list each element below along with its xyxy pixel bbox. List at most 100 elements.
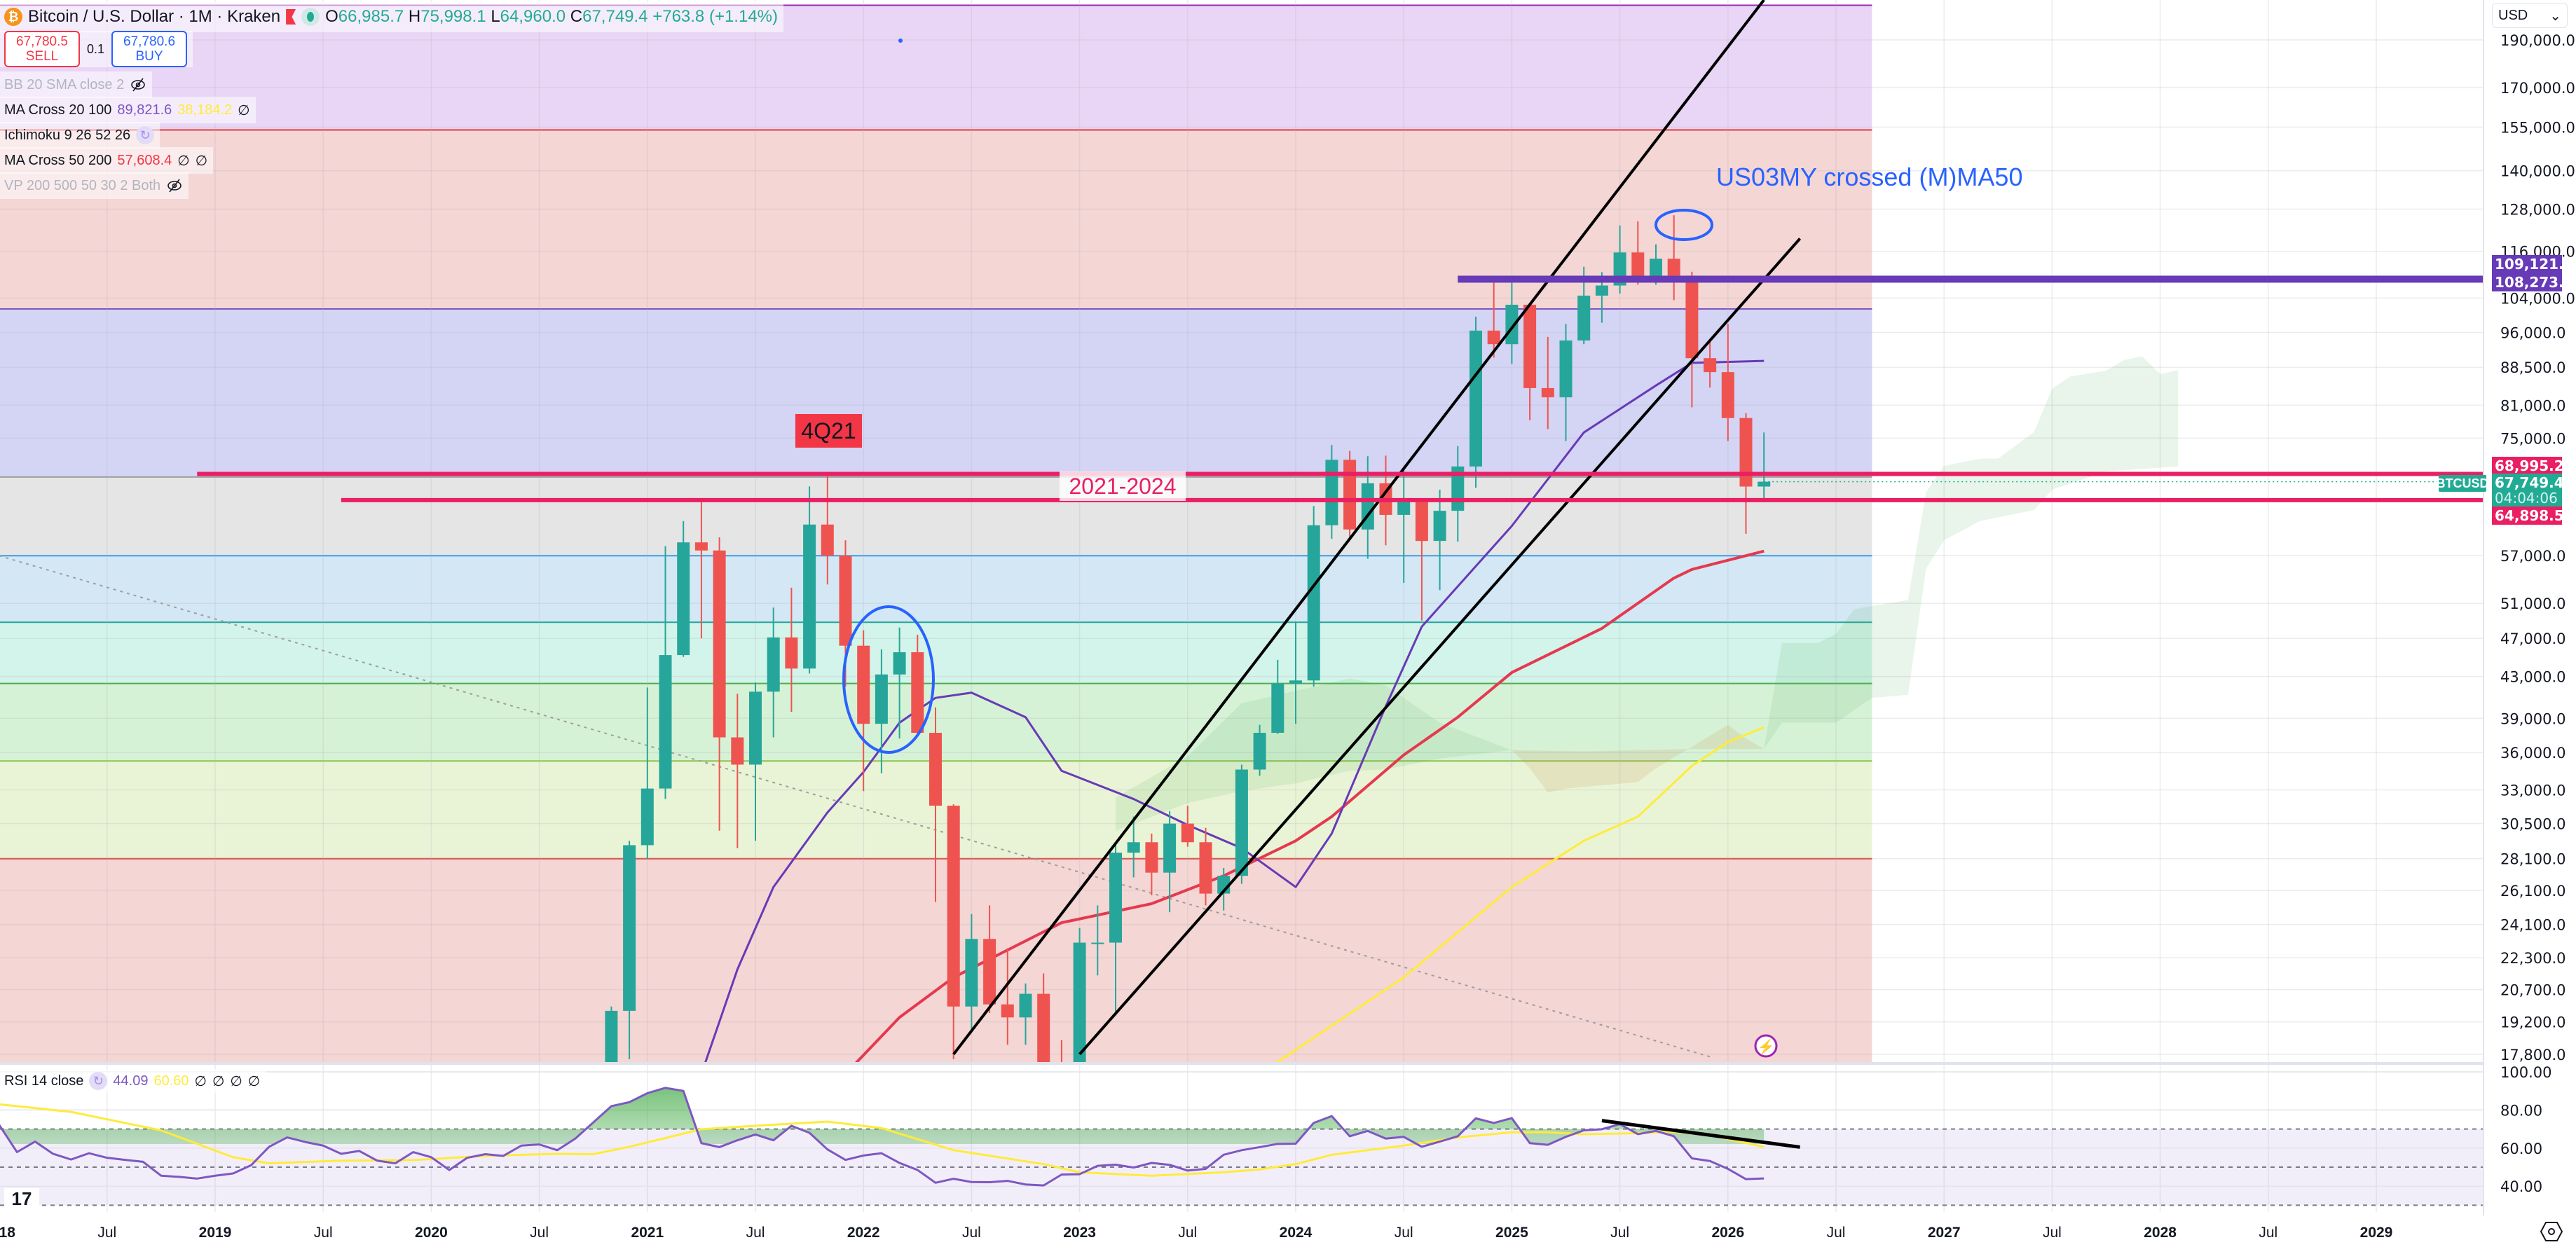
candle-body: [1199, 842, 1212, 894]
rsi-pane[interactable]: [0, 1065, 2484, 1212]
price-tick-label: 88,500.0: [2500, 359, 2566, 376]
candle-body: [911, 652, 924, 733]
annotation-note[interactable]: US03MY crossed (M)MA50: [1716, 163, 2023, 191]
candle-body: [713, 550, 726, 738]
symbol-header[interactable]: ₿ Bitcoin / U.S. Dollar · 1M · Kraken O 6…: [0, 1, 783, 32]
lightning-icon: ⚡: [1758, 1038, 1775, 1055]
time-tick-label: 2018: [0, 1225, 15, 1241]
annotation-4q21[interactable]: 4Q21: [795, 414, 862, 448]
candle-body: [1163, 823, 1177, 873]
price-tick-label: 47,000.0: [2500, 631, 2566, 647]
rsi-tick-label: 60.00: [2500, 1141, 2542, 1157]
settings-icon[interactable]: [2540, 1220, 2563, 1243]
price-axis-bg: [2483, 0, 2576, 1247]
rsi-ma-line: [0, 1103, 1765, 1177]
candle-body: [1577, 295, 1591, 341]
eye-off-icon[interactable]: [130, 76, 146, 93]
bitcoin-icon: ₿: [4, 8, 22, 26]
price-tick-label: 51,000.0: [2500, 595, 2566, 612]
time-axis: 2018 Jul 2019 Jul 2020 Jul 2021 Jul 2022 Jul 2023 J…: [0, 1225, 2392, 1241]
price-tick-label: 190,000.0: [2500, 32, 2575, 49]
rsi-ma-value: 60.60: [153, 1073, 189, 1089]
sell-price: 67,780.5: [16, 34, 68, 49]
sell-button[interactable]: 67,780.5 SELL: [4, 31, 80, 67]
dashed-trendline: [0, 555, 1711, 1058]
ichimoku-cloud-bearish: [1512, 724, 1765, 793]
indicator-ichimoku[interactable]: Ichimoku 9 26 52 26 ↻: [0, 122, 160, 149]
currency-dropdown[interactable]: USD ⌄: [2492, 3, 2568, 28]
candle-body: [1127, 842, 1140, 853]
rsi-legend[interactable]: RSI 14 close ↻ 44.09 60.60 ∅ ∅ ∅ ∅: [0, 1069, 266, 1093]
candle-body: [1289, 680, 1302, 684]
candle-body: [749, 691, 762, 765]
time-tick-label: 2024: [1280, 1225, 1313, 1241]
price-tick-label: 75,000.0: [2500, 430, 2566, 447]
indicator-volume-profile[interactable]: VP 200 500 50 30 2 Both: [0, 172, 189, 199]
time-tick-label: Jul: [97, 1225, 116, 1241]
time-tick-label: 2026: [1711, 1225, 1744, 1241]
candle-body: [1415, 502, 1428, 542]
candle-body: [1631, 252, 1645, 282]
price-tick-label: 81,000.0: [2500, 397, 2566, 414]
candle-body: [1541, 387, 1554, 398]
candle-body: [694, 542, 708, 551]
candle-body: [1685, 275, 1699, 359]
open-label: O: [325, 7, 338, 26]
rsi-extra-value: ∅: [212, 1073, 225, 1089]
ma20-value: 89,821.6: [117, 102, 172, 118]
price-label-box: [2492, 474, 2562, 507]
candle-body: [1523, 304, 1537, 388]
candle-body: [1739, 418, 1753, 487]
sell-label: SELL: [25, 49, 59, 64]
candle-body: [1704, 358, 1717, 373]
rsi-line: [0, 1087, 1765, 1187]
flag-icon[interactable]: [286, 9, 296, 25]
indicator-name: VP 200 500 50 30 2 Both: [4, 177, 161, 193]
candle-body: [1721, 372, 1734, 418]
indicator-name: Ichimoku 9 26 52 26: [4, 127, 131, 143]
candle-body: [785, 637, 798, 669]
currency-label: USD: [2498, 7, 2528, 23]
candle-body: [1307, 525, 1320, 681]
indicator-ma-cross-20-100[interactable]: MA Cross 20 100 89,821.6 38,184.2 ∅: [0, 97, 256, 123]
candle-body: [875, 674, 888, 724]
main-pane[interactable]: ⚡: [0, 0, 2484, 1183]
annotation-2021-2024[interactable]: 2021-2024: [1060, 471, 1186, 501]
price-tick-label: 24,100.0: [2500, 917, 2566, 934]
candle-body: [1469, 330, 1482, 467]
candle-body: [1235, 769, 1248, 876]
candle-body: [1758, 481, 1771, 487]
indicator-bb[interactable]: BB 20 SMA close 2: [0, 71, 153, 98]
time-tick-label: Jul: [1395, 1225, 1413, 1241]
indicator-name: MA Cross 20 100: [4, 102, 112, 118]
rsi-trendline: [1601, 1119, 1800, 1149]
candle-body: [1271, 683, 1284, 733]
market-open-icon: [301, 8, 320, 26]
indicator-ma-cross-50-200[interactable]: MA Cross 50 200 57,608.4 ∅ ∅: [0, 147, 214, 174]
candle-body: [893, 652, 906, 675]
candle-body: [1325, 460, 1338, 525]
highlight-circle: [842, 605, 935, 754]
fib-band: [0, 556, 1872, 623]
candle-body: [1559, 340, 1573, 398]
price-tick-label: 43,000.0: [2500, 669, 2566, 686]
close-value: 67,749.4: [582, 7, 648, 26]
rsi-tick-label: 80.00: [2500, 1102, 2542, 1119]
ichimoku-cloud-bullish: [1116, 678, 1512, 831]
candle-body: [1001, 1004, 1014, 1018]
cross-value: ∅: [195, 153, 208, 169]
ma200-value: ∅: [177, 153, 190, 169]
tradingview-logo[interactable]: 17: [4, 1188, 39, 1209]
ma20-line: [704, 359, 1765, 1062]
price-tick-label: 33,000.0: [2500, 782, 2566, 799]
symbol-title[interactable]: Bitcoin / U.S. Dollar · 1M · Kraken: [28, 7, 281, 26]
lightning-icon: [1754, 1034, 1778, 1058]
order-quantity[interactable]: 0.1: [87, 41, 105, 56]
trade-panel: 67,780.5 SELL 0.1 67,780.6 BUY: [0, 31, 193, 67]
rsi-name: RSI 14 close: [4, 1073, 84, 1089]
time-tick-label: Jul: [746, 1225, 765, 1241]
buy-button[interactable]: 67,780.6 BUY: [111, 31, 188, 67]
time-tick-label: 2020: [415, 1225, 448, 1241]
eye-off-icon[interactable]: [166, 177, 183, 194]
